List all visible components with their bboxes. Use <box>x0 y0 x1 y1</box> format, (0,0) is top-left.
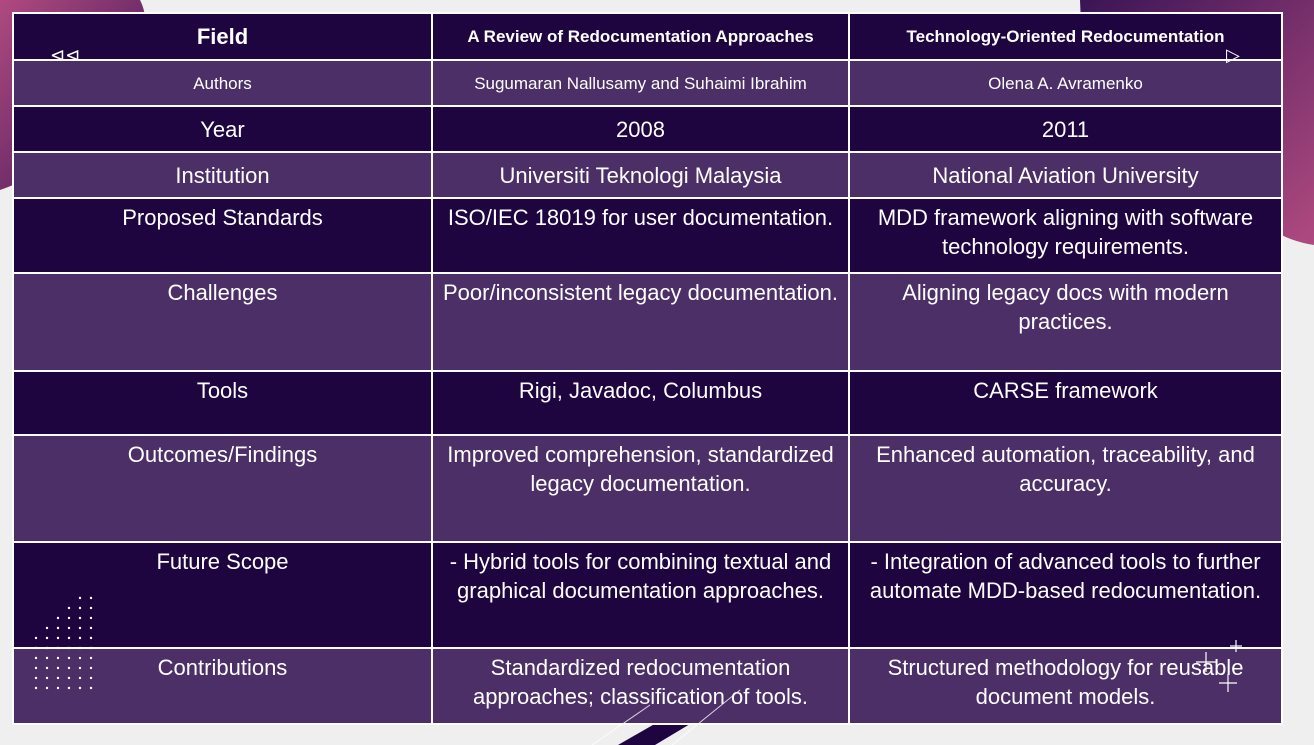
cell-paper-2: Enhanced automation, traceability, and a… <box>848 434 1283 543</box>
cell-paper-2: National Aviation University <box>848 151 1283 199</box>
header-paper-2: Technology-Oriented Redocumentation <box>848 12 1283 61</box>
table-row-authors: Authors Sugumaran Nallusamy and Suhaimi … <box>12 59 1283 107</box>
table-row-future-scope: Future Scope - Hybrid tools for combinin… <box>12 541 1283 649</box>
cell-paper-2: 2011 <box>848 105 1283 153</box>
cell-paper-1: 2008 <box>431 105 850 153</box>
cell-paper-1: Rigi, Javadoc, Columbus <box>431 370 850 436</box>
cell-field: Contributions <box>12 647 433 725</box>
cell-paper-2: Structured methodology for reusable docu… <box>848 647 1283 725</box>
rewind-icon[interactable]: ⊲⊲ <box>50 45 81 65</box>
header-field: Field <box>12 12 433 61</box>
table-row-institution: Institution Universiti Teknologi Malaysi… <box>12 151 1283 199</box>
cell-field: Outcomes/Findings <box>12 434 433 543</box>
cell-paper-2: MDD framework aligning with software tec… <box>848 197 1283 274</box>
table-row-tools: Tools Rigi, Javadoc, Columbus CARSE fram… <box>12 370 1283 436</box>
comparison-table-container: Field A Review of Redocumentation Approa… <box>12 12 1283 725</box>
cell-field: Challenges <box>12 272 433 372</box>
table-row-year: Year 2008 2011 <box>12 105 1283 153</box>
cell-paper-1: - Hybrid tools for combining textual and… <box>431 541 850 649</box>
cell-paper-1: Standardized redocumentation approaches;… <box>431 647 850 725</box>
cell-paper-2: - Integration of advanced tools to furth… <box>848 541 1283 649</box>
cell-paper-1: Universiti Teknologi Malaysia <box>431 151 850 199</box>
cell-field: Future Scope <box>12 541 433 649</box>
cell-field: Authors <box>12 59 433 107</box>
table-row-outcomes: Outcomes/Findings Improved comprehension… <box>12 434 1283 543</box>
cell-paper-2: Olena A. Avramenko <box>848 59 1283 107</box>
cell-paper-1: ISO/IEC 18019 for user documentation. <box>431 197 850 274</box>
cell-paper-1: Poor/inconsistent legacy documentation. <box>431 272 850 372</box>
cell-paper-1: Sugumaran Nallusamy and Suhaimi Ibrahim <box>431 59 850 107</box>
cell-field: Proposed Standards <box>12 197 433 274</box>
play-icon[interactable]: ▷ <box>1226 45 1240 65</box>
table-row-challenges: Challenges Poor/inconsistent legacy docu… <box>12 272 1283 372</box>
cell-paper-2: Aligning legacy docs with modern practic… <box>848 272 1283 372</box>
cell-paper-1: Improved comprehension, standardized leg… <box>431 434 850 543</box>
cell-paper-2: CARSE framework <box>848 370 1283 436</box>
comparison-table: Field A Review of Redocumentation Approa… <box>12 12 1283 725</box>
cell-field: Institution <box>12 151 433 199</box>
table-row-contributions: Contributions Standardized redocumentati… <box>12 647 1283 725</box>
cell-field: Year <box>12 105 433 153</box>
header-paper-1: A Review of Redocumentation Approaches <box>431 12 850 61</box>
cell-field: Tools <box>12 370 433 436</box>
table-header-row: Field A Review of Redocumentation Approa… <box>12 12 1283 61</box>
table-row-proposed-standards: Proposed Standards ISO/IEC 18019 for use… <box>12 197 1283 274</box>
